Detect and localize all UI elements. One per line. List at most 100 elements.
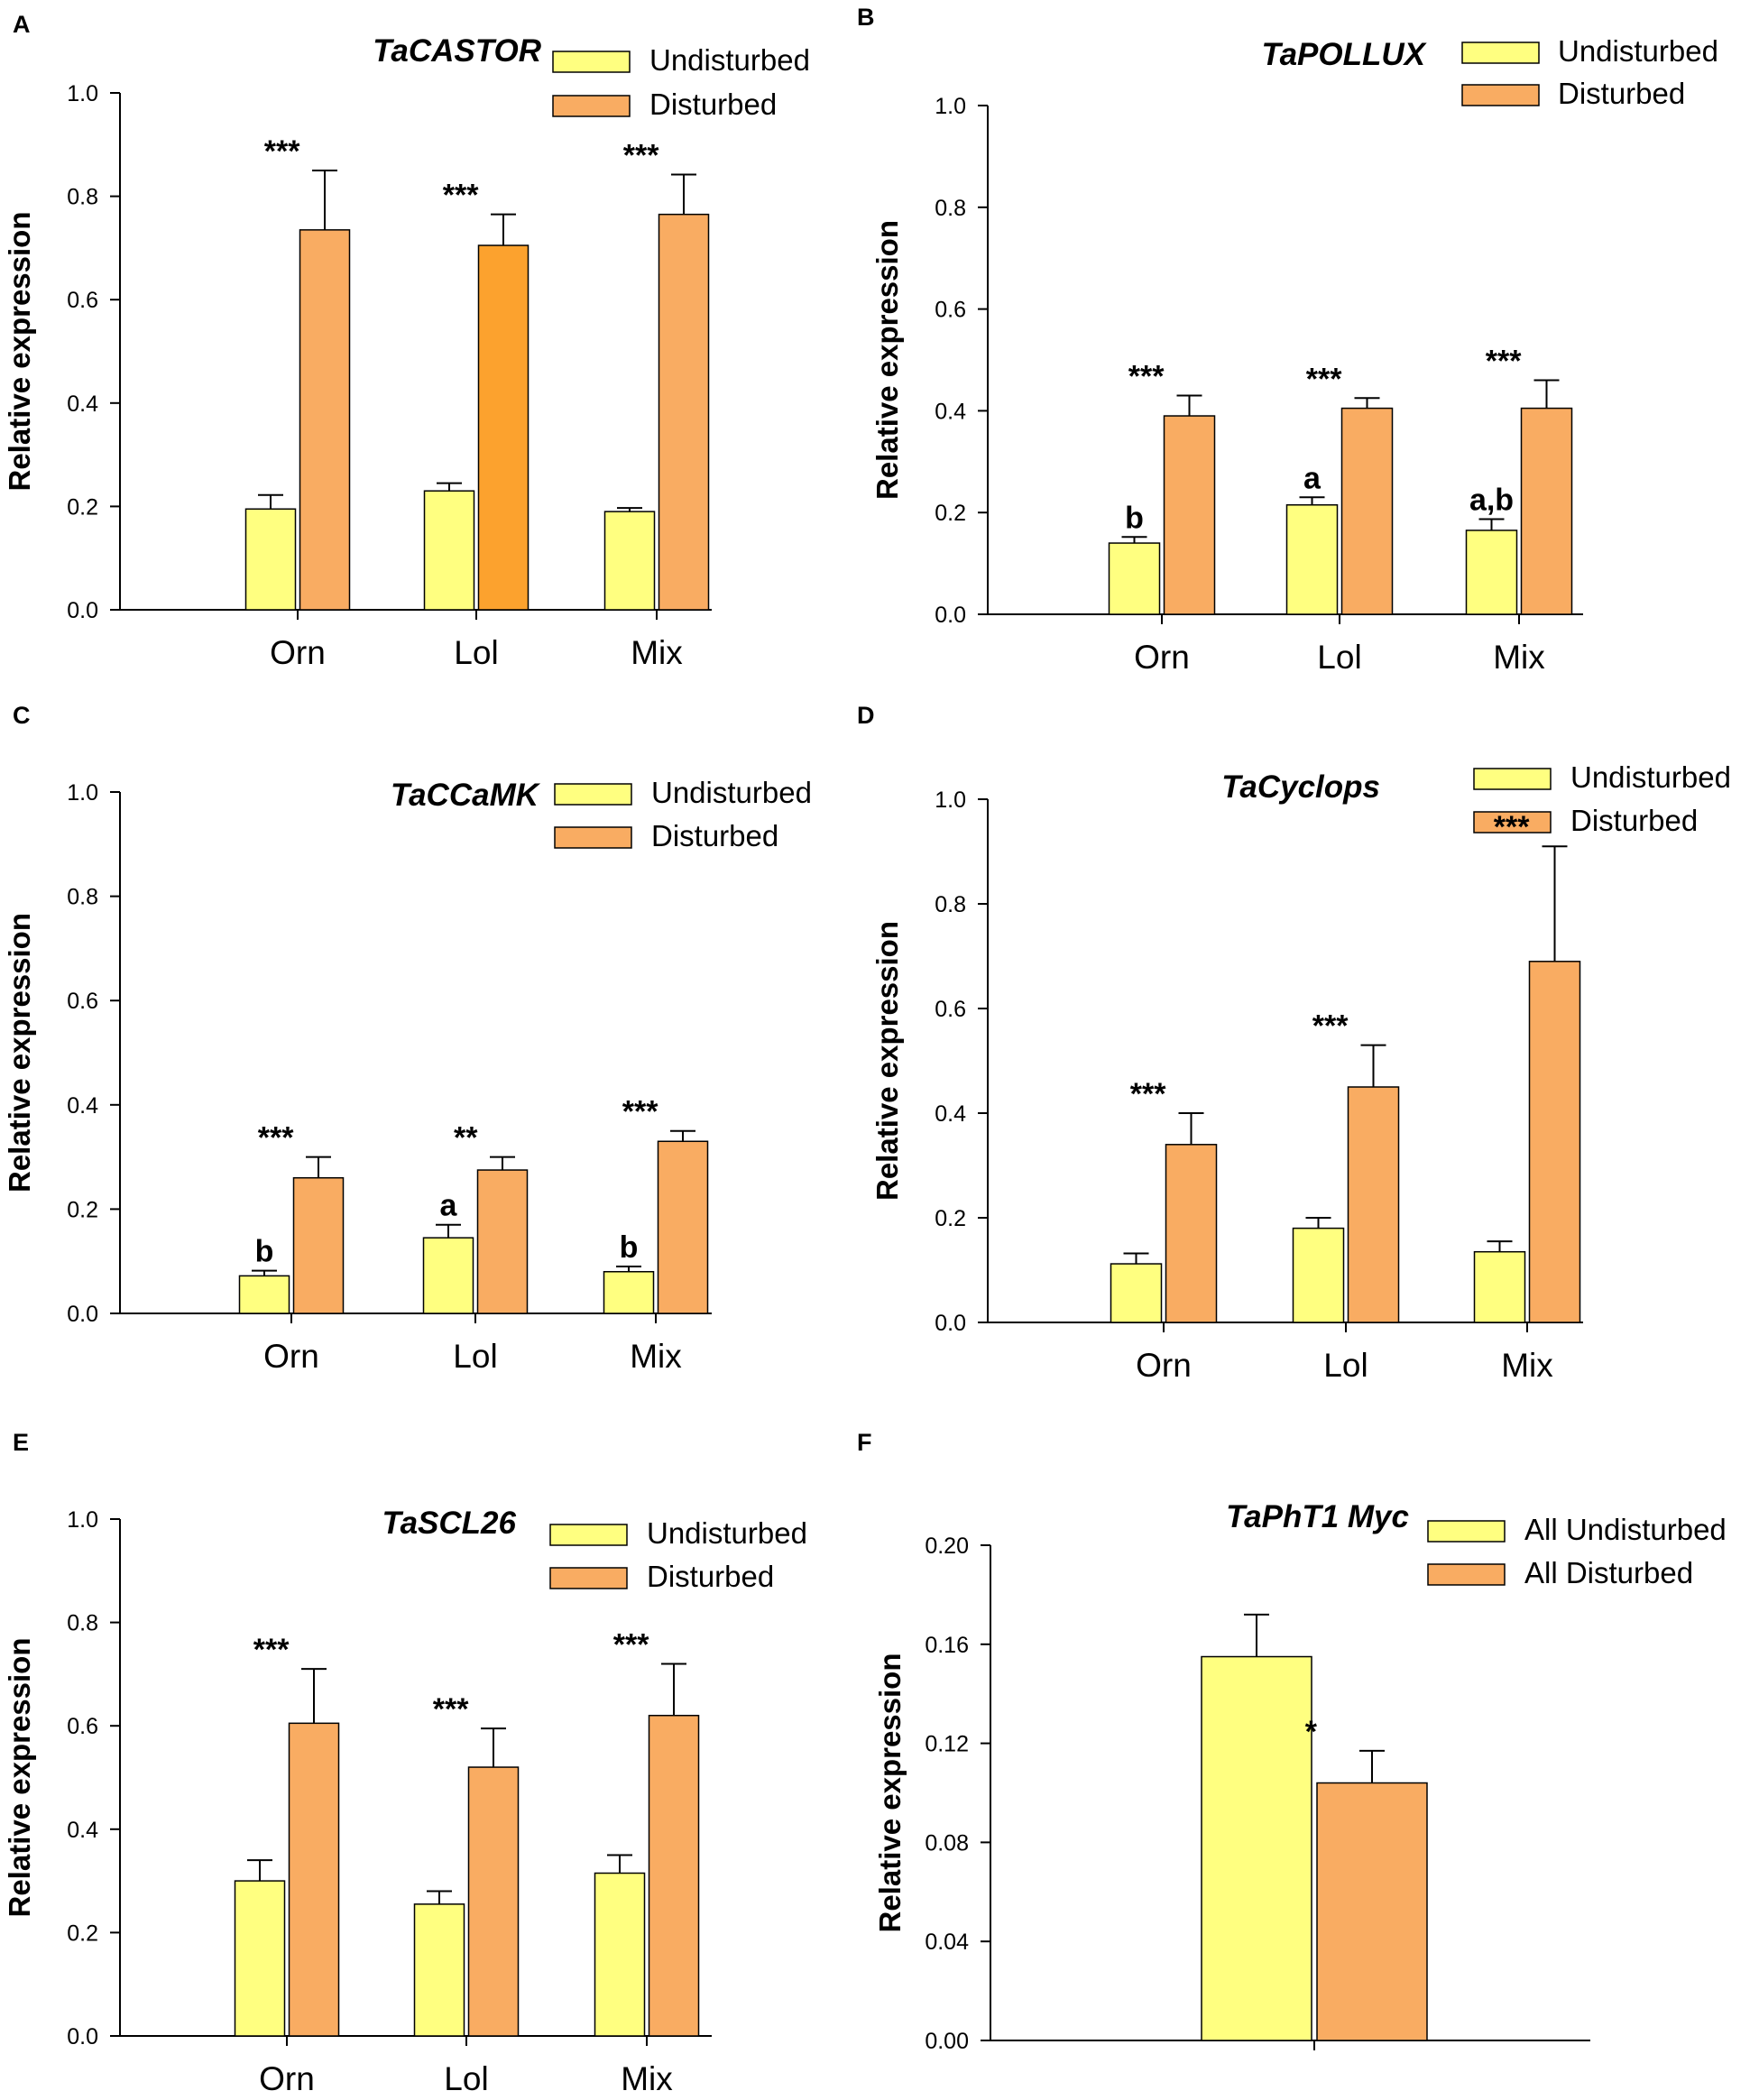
panel-c-title: TaCCaMK <box>391 778 541 813</box>
panel-d-significance-mark: *** <box>1494 810 1530 844</box>
panel-b-y-tick-label: 0.2 <box>935 501 966 526</box>
panel-a-legend-label-undisturbed: Undisturbed <box>649 43 810 77</box>
panel-e-bar-disturbed <box>648 1714 700 2037</box>
panel-d-y-tick-label: 0.2 <box>935 1206 966 1231</box>
panel-e-significance-mark: *** <box>613 1627 649 1662</box>
panel-e-bar-undisturbed <box>594 1872 646 2037</box>
panel-f-y-tick-label: 0.08 <box>925 1830 969 1856</box>
panel-b-bar-undisturbed <box>1108 542 1161 615</box>
panel-b-y-axis-label: Relative expression <box>870 220 904 500</box>
panel-b-label: B <box>857 4 875 31</box>
panel-b-significance-mark: a <box>1303 461 1322 495</box>
panel-e-y-tick-label: 1.0 <box>67 1507 98 1533</box>
panel-e-y-tick-label: 0.0 <box>67 2024 98 2049</box>
panel-b-legend-swatch-undisturbed <box>1461 41 1540 64</box>
panel-c-label: C <box>13 702 31 729</box>
panel-f-legend-swatch-disturbed <box>1427 1563 1506 1586</box>
panel-b-x-tick-label: Mix <box>1493 639 1545 676</box>
panel-f-y-tick-label: 0.12 <box>925 1732 969 1757</box>
panel-c-y-tick-label: 0.4 <box>67 1093 98 1119</box>
panel-a-legend-label-disturbed: Disturbed <box>649 88 777 121</box>
panel-b-y-tick-label: 0.4 <box>935 399 966 424</box>
panel-a-y-tick-label: 1.0 <box>67 81 98 106</box>
panel-a-y-tick-label: 0.0 <box>67 598 98 623</box>
panel-b-bar-undisturbed <box>1465 530 1518 615</box>
panel-b-legend-swatch-disturbed <box>1461 84 1540 106</box>
panel-f-significance-mark: * <box>1305 1715 1318 1749</box>
panel-b-significance-mark: a,b <box>1469 484 1514 518</box>
panel-b-title: TaPOLLUX <box>1262 37 1428 72</box>
panel-b-significance-mark: *** <box>1486 345 1522 379</box>
panel-d-legend-label-undisturbed: Undisturbed <box>1570 760 1731 794</box>
panel-d-legend-swatch-undisturbed <box>1473 768 1552 790</box>
panel-c-x-tick-label: Lol <box>453 1338 497 1375</box>
panel-e-bar-undisturbed <box>413 1903 465 2037</box>
panel-a-significance-mark: *** <box>623 139 659 173</box>
panel-b-significance-mark: *** <box>1128 359 1165 393</box>
panel-f-title: TaPhT1 Myc <box>1226 1499 1409 1534</box>
panel-d-y-tick-label: 0.0 <box>935 1311 966 1336</box>
panel-c-y-tick-label: 0.6 <box>67 989 98 1014</box>
panel-c-legend-swatch-undisturbed <box>554 783 632 806</box>
panel-e-x-tick-label: Mix <box>621 2060 673 2097</box>
panel-c-bar-disturbed <box>292 1176 345 1314</box>
panel-a-title: TaCASTOR <box>373 33 541 69</box>
panel-b-bar-disturbed <box>1163 415 1216 615</box>
panel-e-significance-mark: *** <box>253 1633 290 1667</box>
panel-a-x-tick-label: Lol <box>454 634 498 671</box>
panel-b-x-tick-label: Lol <box>1317 639 1361 676</box>
panel-c-legend-label-undisturbed: Undisturbed <box>651 776 812 809</box>
panel-e-y-axis-label: Relative expression <box>3 1638 36 1918</box>
panel-d-x-tick-label: Orn <box>1136 1347 1192 1384</box>
panel-c-significance-mark: *** <box>622 1095 658 1129</box>
panel-f-legend-label-undisturbed: All Undisturbed <box>1524 1513 1727 1546</box>
panel-a-bar-undisturbed <box>603 511 656 611</box>
panel-a-bar-undisturbed <box>244 508 297 611</box>
panel-c-y-tick-label: 1.0 <box>67 780 98 806</box>
panel-a-bar-disturbed <box>658 213 710 611</box>
panel-b-significance-mark: *** <box>1306 362 1342 396</box>
panel-c-significance-mark: b <box>255 1235 274 1269</box>
panel-c-legend-swatch-disturbed <box>554 826 632 849</box>
panel-d-significance-mark: *** <box>1130 1077 1166 1111</box>
panel-d-bar-disturbed <box>1528 961 1581 1323</box>
panel-b-bar-disturbed <box>1340 407 1394 615</box>
panel-e-legend-label-disturbed: Disturbed <box>647 1560 774 1593</box>
panel-a-y-tick-label: 0.8 <box>67 185 98 210</box>
panel-d-label: D <box>857 702 875 729</box>
panel-a-significance-mark: *** <box>443 179 479 213</box>
panel-d-x-tick-label: Lol <box>1323 1347 1368 1384</box>
panel-b-x-tick-label: Orn <box>1134 639 1190 676</box>
panel-f-legend-label-disturbed: All Disturbed <box>1524 1556 1693 1589</box>
panel-d-bar-disturbed <box>1347 1086 1400 1323</box>
panel-c-bar-undisturbed <box>603 1271 655 1314</box>
panel-d-y-tick-label: 0.6 <box>935 997 966 1022</box>
panel-a-label: A <box>13 11 31 38</box>
panel-a-y-tick-label: 0.6 <box>67 288 98 313</box>
panel-d-y-tick-label: 0.4 <box>935 1101 966 1127</box>
panel-d-bar-undisturbed <box>1292 1227 1345 1323</box>
panel-a-y-tick-label: 0.4 <box>67 391 98 417</box>
panel-a-significance-mark: *** <box>264 134 300 169</box>
panel-e-bar-undisturbed <box>234 1880 286 2037</box>
panel-d-title: TaCyclops <box>1221 769 1380 805</box>
panel-c-y-axis-label: Relative expression <box>3 913 36 1193</box>
panel-c-significance-mark: *** <box>258 1121 294 1156</box>
panel-a-legend-swatch-undisturbed <box>552 51 631 73</box>
panel-e-y-tick-label: 0.8 <box>67 1611 98 1636</box>
panel-d-bar-disturbed <box>1165 1144 1218 1323</box>
panel-a-bar-disturbed <box>299 229 351 611</box>
panel-e-y-tick-label: 0.2 <box>67 1920 98 1946</box>
panel-d-y-tick-label: 0.8 <box>935 892 966 917</box>
panel-f-y-axis-label: Relative expression <box>873 1653 907 1933</box>
panel-d-legend-label-disturbed: Disturbed <box>1570 804 1698 837</box>
panel-e-bar-disturbed <box>467 1766 520 2037</box>
panel-a-y-axis-label: Relative expression <box>3 212 36 492</box>
panel-c-bar-undisturbed <box>238 1275 290 1314</box>
panel-c-x-tick-label: Mix <box>630 1338 682 1375</box>
panel-e-significance-mark: *** <box>433 1692 469 1727</box>
panel-d-bar-undisturbed <box>1473 1250 1526 1323</box>
panel-d-legend-swatch-disturbed <box>1473 811 1552 834</box>
panel-e-legend-swatch-disturbed <box>549 1567 628 1589</box>
